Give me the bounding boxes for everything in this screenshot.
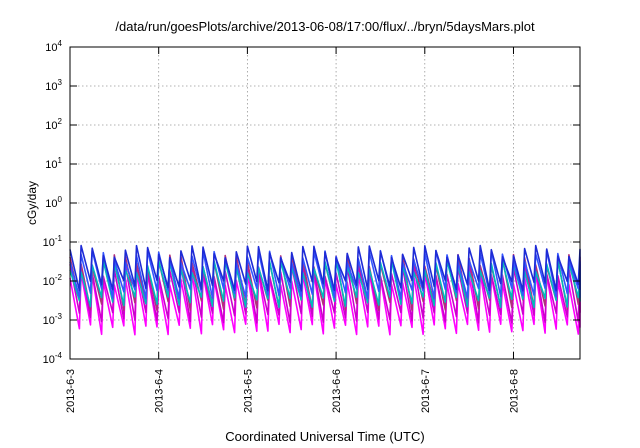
series-line — [69, 244, 581, 292]
y-tick-label: 101 — [45, 156, 62, 171]
y-axis-label: cGy/day — [25, 181, 39, 225]
x-tick-label: 2013-6-5 — [242, 369, 254, 413]
data-series — [69, 244, 581, 336]
y-tick-label: 10-1 — [43, 234, 63, 249]
y-tick-label: 102 — [45, 117, 62, 132]
x-tick-label: 2013-6-7 — [420, 369, 432, 413]
chart-title: /data/run/goesPlots/archive/2013-06-08/1… — [115, 19, 535, 34]
y-tick-label: 10-2 — [43, 273, 63, 288]
y-tick-label: 100 — [45, 195, 62, 210]
x-axis-label: Coordinated Universal Time (UTC) — [225, 429, 425, 444]
x-tick-label: 2013-6-6 — [331, 369, 343, 413]
x-tick-label: 2013-6-4 — [154, 369, 166, 413]
y-tick-label: 10-3 — [43, 312, 63, 327]
y-tick-label: 10-4 — [43, 351, 63, 366]
tick-labels: 10-4 10-3 10-2 10-1 100 101 102 103 104 2013-6-3 2… — [43, 39, 521, 413]
y-tick-label: 104 — [45, 39, 62, 54]
x-tick-label: 2013-6-8 — [508, 369, 520, 413]
x-tick-label: 2013-6-3 — [65, 369, 77, 413]
axis-ticks — [69, 46, 580, 360]
y-tick-label: 103 — [45, 78, 62, 93]
